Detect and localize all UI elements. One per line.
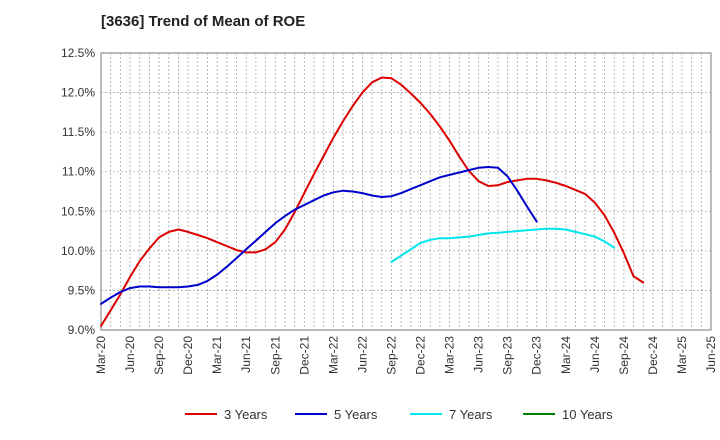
x-tick-label: Dec-22: [414, 336, 428, 375]
legend-item-10-years: 10 Years: [523, 407, 613, 422]
x-axis-tick-labels: Mar-20 Jun-20 Sep-20 Dec-20 Mar-21 Jun-21 Sep-…: [94, 336, 718, 375]
chart-title: [3636] Trend of Mean of ROE: [101, 13, 306, 30]
x-tick-label: Mar-21: [210, 336, 224, 374]
x-tick-label: Jun-21: [239, 336, 253, 373]
x-tick-label: Mar-24: [559, 336, 573, 374]
x-tick-label: Dec-21: [297, 336, 311, 375]
series-line-7-years: [390, 227, 616, 263]
y-tick-label: 11.5%: [62, 125, 95, 139]
x-tick-label: Mar-25: [675, 336, 689, 374]
y-tick-label: 10.5%: [61, 204, 95, 218]
x-tick-label: Jun-20: [123, 336, 137, 373]
x-tick-label: Mar-22: [326, 336, 340, 374]
x-tick-label: Sep-21: [268, 336, 282, 375]
x-tick-label: Sep-22: [384, 336, 398, 375]
y-tick-label: 9.0%: [68, 323, 96, 337]
x-tick-label: Jun-23: [472, 336, 486, 373]
series-line-3-years: [100, 76, 645, 327]
x-tick-label: Sep-23: [501, 336, 515, 375]
y-tick-label: 11.0%: [62, 165, 95, 179]
x-tick-label: Sep-20: [152, 336, 166, 375]
x-tick-label: Dec-20: [181, 336, 195, 375]
x-tick-label: Dec-23: [530, 336, 544, 375]
legend-item-5-years: 5 Years: [295, 407, 378, 422]
y-tick-label: 10.0%: [61, 244, 95, 258]
y-axis-tick-labels: 9.0% 9.5% 10.0% 10.5% 11.0% 11.5% 12.0% 12.5%: [61, 46, 95, 337]
y-tick-label: 9.5%: [68, 283, 96, 297]
legend: 3 Years 5 Years 7 Years 10 Years: [185, 407, 613, 422]
legend-item-7-years: 7 Years: [410, 407, 493, 422]
y-tick-label: 12.5%: [61, 46, 95, 60]
legend-label: 5 Years: [334, 407, 378, 422]
x-tick-label: Mar-20: [94, 336, 108, 374]
x-tick-label: Sep-24: [617, 336, 631, 375]
legend-label: 7 Years: [449, 407, 493, 422]
legend-label: 3 Years: [224, 407, 268, 422]
x-tick-label: Jun-25: [704, 336, 718, 373]
y-tick-label: 12.0%: [61, 86, 95, 100]
series-line-5-years: [100, 166, 538, 305]
grid-lines: [101, 53, 711, 330]
legend-item-3-years: 3 Years: [185, 407, 268, 422]
series-lines: [100, 76, 645, 327]
legend-label: 10 Years: [562, 407, 613, 422]
x-tick-label: Jun-24: [588, 336, 602, 373]
x-tick-label: Mar-23: [443, 336, 457, 374]
x-tick-label: Jun-22: [355, 336, 369, 373]
x-tick-label: Dec-24: [646, 336, 660, 375]
